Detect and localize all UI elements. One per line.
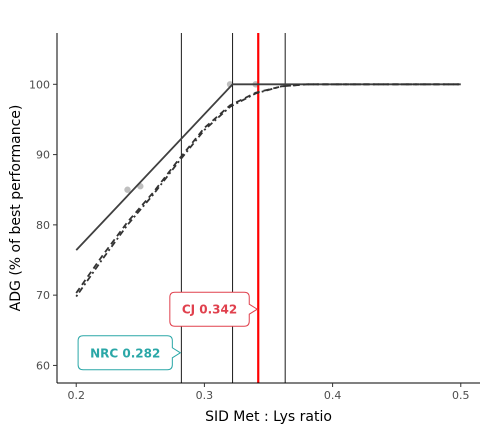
y-tick-label: 100 [29,78,50,91]
annotation-box [169,291,259,327]
series-line-solid [75,83,461,251]
x-tick-label: 0.2 [67,389,85,402]
annotation-label: CJ 0.342 [182,303,237,317]
y-tick-label: 60 [36,359,50,372]
annotation-callout-0: NRC 0.282 [77,335,182,371]
x-axis-title: SID Met : Lys ratio [205,409,332,425]
x-tick-label: 0.5 [452,389,470,402]
annotations: NRC 0.282 CJ 0.342 [77,291,259,371]
y-tick-label: 70 [36,289,50,302]
series-line-dash-dot [75,83,461,298]
observed-point-0 [124,186,131,193]
x-tick-label: 0.3 [196,389,214,402]
curve-series [75,83,461,298]
x-tick-label: 0.4 [324,389,342,402]
y-axis-title: ADG (% of best performance) [8,105,24,312]
y-tick-label: 80 [36,219,50,232]
series-line-dashed [75,83,461,294]
reference-lines [180,33,286,383]
annotation-box [77,335,182,371]
axes: 0.2 0.3 0.4 0.5 60 70 80 90 100 [29,33,480,402]
annotation-callout-1: CJ 0.342 [169,291,259,327]
y-tick-label: 90 [36,149,50,162]
observed-points [124,81,259,193]
annotation-label: NRC 0.282 [90,346,160,360]
